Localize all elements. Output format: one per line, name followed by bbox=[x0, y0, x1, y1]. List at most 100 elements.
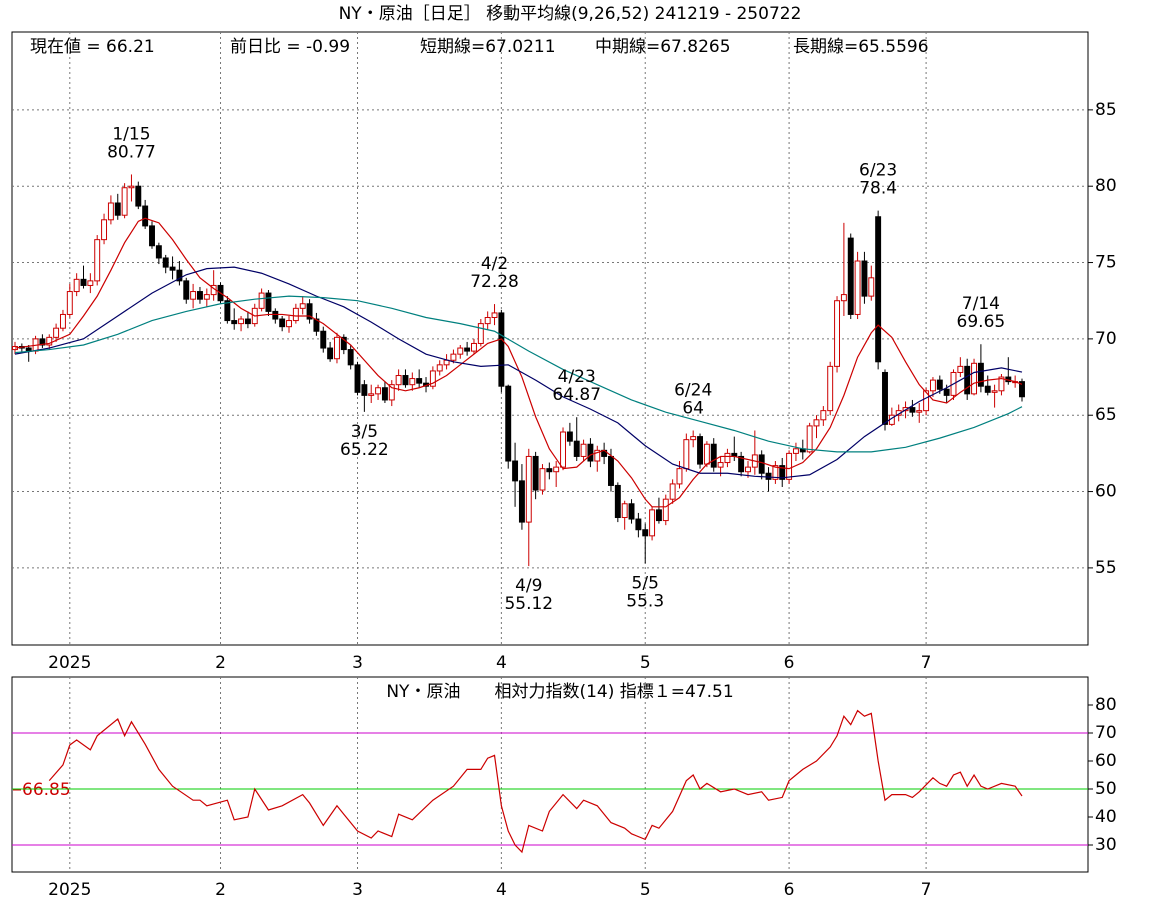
candle-body bbox=[772, 465, 779, 480]
candle-body bbox=[786, 452, 793, 480]
candle-body bbox=[724, 452, 731, 464]
y-tick-label: 60 bbox=[1095, 751, 1117, 771]
candle-body bbox=[320, 330, 327, 349]
header-text: 短期線=67.0211 bbox=[420, 37, 556, 57]
candle-body bbox=[943, 388, 950, 396]
candle-body bbox=[642, 529, 649, 537]
candle-body bbox=[196, 291, 203, 300]
candle-body bbox=[882, 371, 888, 425]
candle-body bbox=[176, 269, 183, 282]
candle-body bbox=[621, 503, 628, 519]
candle-body bbox=[662, 498, 669, 522]
annotation-date: 4/23 bbox=[558, 367, 596, 387]
annotation-value: 72.28 bbox=[470, 272, 519, 292]
candle-body bbox=[128, 185, 135, 189]
candle-body bbox=[635, 518, 642, 531]
candle-body bbox=[820, 410, 827, 421]
candle-body bbox=[792, 448, 799, 454]
annotation-date: 1/15 bbox=[112, 124, 150, 144]
y-tick-label: 70 bbox=[1095, 329, 1117, 349]
annotation-value: 80.77 bbox=[107, 142, 156, 162]
candle-body bbox=[368, 393, 375, 396]
candle-body bbox=[436, 364, 443, 372]
candle-body bbox=[539, 468, 546, 491]
header-text: 前日比 = -0.99 bbox=[230, 37, 350, 57]
candle-body bbox=[162, 257, 169, 268]
candle-body bbox=[66, 291, 73, 315]
candle-body bbox=[231, 320, 238, 325]
candle-body bbox=[649, 509, 656, 537]
candle-body bbox=[292, 307, 299, 322]
rsi-title: NY・原油 相対力指数(14) 指標１=47.51 bbox=[386, 682, 733, 702]
candle-body bbox=[512, 460, 519, 482]
candle-body bbox=[683, 439, 690, 470]
line bbox=[48, 709, 1023, 854]
candle-body bbox=[676, 468, 683, 485]
candle-body bbox=[477, 323, 484, 344]
annotation-date: 5/5 bbox=[632, 573, 659, 593]
annotation-value: 65.22 bbox=[340, 440, 389, 460]
candle-body bbox=[614, 484, 621, 519]
candle-body bbox=[25, 347, 32, 352]
x-tick-label: 5 bbox=[640, 653, 651, 673]
candle-body bbox=[39, 338, 46, 346]
candle-body bbox=[717, 462, 724, 468]
candle-body bbox=[183, 280, 190, 300]
y-tick-label: 60 bbox=[1095, 482, 1117, 502]
candle-body bbox=[306, 303, 313, 320]
candle-body bbox=[964, 365, 971, 395]
x-tick-label: 7 bbox=[921, 653, 932, 673]
candle-body bbox=[827, 365, 834, 412]
candle-body bbox=[333, 336, 340, 360]
x-tick-label: 7 bbox=[921, 880, 932, 900]
candle-body bbox=[998, 376, 1005, 392]
candle-body bbox=[738, 455, 745, 473]
candle-body bbox=[566, 431, 573, 442]
candle-body bbox=[957, 365, 964, 373]
candle-body bbox=[847, 237, 854, 315]
candle-body bbox=[498, 312, 505, 387]
candle-body bbox=[628, 503, 635, 520]
candle-body bbox=[703, 443, 710, 465]
candle-body bbox=[238, 318, 245, 325]
x-tick-label: 3 bbox=[352, 880, 363, 900]
candle-body bbox=[573, 440, 580, 457]
candle-body bbox=[244, 318, 251, 325]
candle-body bbox=[745, 466, 751, 473]
annotation-value: 64.87 bbox=[552, 385, 601, 405]
candle-body bbox=[73, 278, 80, 293]
y-tick-label: 70 bbox=[1095, 723, 1117, 743]
header-text: 中期線=67.8265 bbox=[595, 37, 731, 57]
candle-body bbox=[94, 239, 101, 282]
y-tick-label: 75 bbox=[1095, 253, 1117, 273]
candle-body bbox=[155, 245, 162, 259]
y-tick-label: 50 bbox=[1095, 779, 1117, 799]
candle-body bbox=[491, 312, 498, 319]
candle-body bbox=[224, 300, 231, 322]
annotation-date: 3/5 bbox=[351, 422, 378, 442]
y-tick-label: 55 bbox=[1095, 558, 1117, 578]
y-tick-label: 80 bbox=[1095, 695, 1117, 715]
candle-body bbox=[450, 353, 457, 361]
candle-body bbox=[114, 202, 121, 216]
candle-body bbox=[149, 225, 155, 247]
candle-body bbox=[669, 483, 676, 500]
candle-body bbox=[46, 336, 53, 346]
candle-body bbox=[525, 455, 532, 523]
candle-body bbox=[875, 216, 882, 363]
y-tick-label: 40 bbox=[1095, 807, 1117, 827]
candle-body bbox=[471, 342, 477, 352]
annotation-value: 78.4 bbox=[859, 179, 897, 199]
x-tick-label: 5 bbox=[640, 880, 651, 900]
x-tick-label: 2 bbox=[215, 653, 226, 673]
candle-body bbox=[697, 436, 704, 465]
candle-body bbox=[779, 465, 786, 480]
y-tick-label: 30 bbox=[1095, 835, 1117, 855]
candle-body bbox=[984, 385, 991, 393]
candle-body bbox=[560, 431, 566, 468]
y-tick-label: 85 bbox=[1095, 100, 1117, 120]
candle-body bbox=[868, 277, 875, 297]
candle-body bbox=[313, 318, 320, 332]
annotation-value: 64 bbox=[682, 398, 704, 418]
candle-body bbox=[758, 454, 765, 474]
